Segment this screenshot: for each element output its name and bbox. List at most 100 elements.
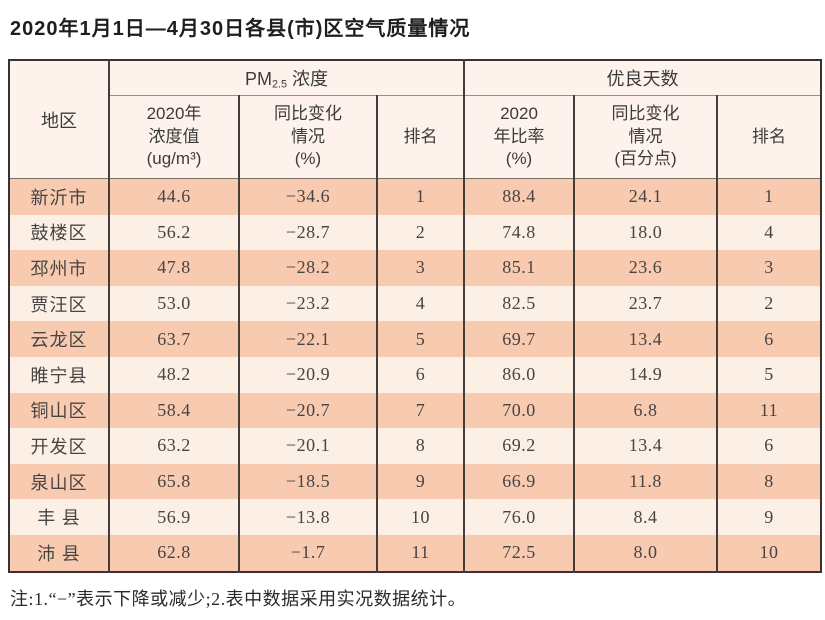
rate-change-cell: 13.4 — [573, 321, 718, 357]
rate-rank-cell: 6 — [716, 321, 822, 357]
table-row: 开发区 63.2 −20.1 8 69.2 13.4 6 — [9, 428, 822, 464]
rate-rank-cell: 9 — [716, 499, 822, 535]
rate-change-cell: 11.8 — [573, 463, 718, 500]
pm25-label-suffix: 浓度 — [287, 69, 329, 89]
region-cell: 新沂市 — [9, 178, 109, 215]
pm-rank-cell: 2 — [375, 214, 465, 251]
table-row: 丰 县 56.9 −13.8 10 76.0 8.4 9 — [9, 499, 822, 535]
rate-rank-cell: 3 — [716, 250, 822, 286]
pm25-label-subscript: 2.5 — [271, 78, 287, 91]
rate-rank-header: 排名 — [716, 95, 822, 179]
rate-cell: 86.0 — [463, 356, 575, 393]
rate-cell: 88.4 — [463, 178, 575, 215]
rate-rank-cell: 10 — [716, 534, 822, 572]
pm-value-cell: 56.9 — [108, 499, 239, 535]
pm-value-cell: 58.4 — [108, 392, 239, 429]
rate-cell: 76.0 — [463, 499, 575, 535]
rate-rank-cell: 11 — [716, 392, 822, 429]
rate-rank-cell: 1 — [716, 178, 822, 215]
table-row: 鼓楼区 56.2 −28.7 2 74.8 18.0 4 — [9, 214, 822, 251]
rate-rank-cell: 2 — [716, 285, 822, 322]
pm-value-cell: 63.2 — [108, 428, 239, 464]
rate-cell: 85.1 — [463, 250, 575, 286]
rate-cell: 74.8 — [463, 214, 575, 251]
rate-change-cell: 24.1 — [573, 178, 718, 215]
pm-value-cell: 65.8 — [108, 463, 239, 500]
pm-rank-cell: 9 — [375, 463, 465, 500]
pm25-label-prefix: PM — [244, 69, 272, 89]
pm25-group-header: PM2.5 浓度 — [107, 60, 465, 96]
pm-change-cell: −22.1 — [238, 321, 377, 357]
pm-rank-cell: 4 — [375, 285, 465, 322]
table-row: 新沂市 44.6 −34.6 1 88.4 24.1 1 — [9, 178, 822, 215]
table-row: 铜山区 58.4 −20.7 7 70.0 6.8 11 — [9, 392, 822, 429]
table-body: 新沂市 44.6 −34.6 1 88.4 24.1 1 鼓楼区 56.2 −2… — [9, 178, 822, 572]
pm-rank-cell: 1 — [375, 178, 465, 215]
table-row: 泉山区 65.8 −18.5 9 66.9 11.8 8 — [9, 463, 822, 500]
pm-change-cell: −28.2 — [238, 250, 377, 286]
rate-change-cell: 23.7 — [573, 285, 718, 322]
rate-cell: 72.5 — [463, 534, 575, 572]
region-cell: 睢宁县 — [9, 356, 109, 393]
air-quality-table: 地区 PM2.5 浓度 优良天数 2020年 浓度值 (ug/m³) 同比变化 … — [8, 59, 823, 573]
rate-change-cell: 23.6 — [573, 250, 718, 286]
region-cell: 邳州市 — [9, 250, 109, 286]
rate-rank-cell: 5 — [716, 356, 822, 393]
region-cell: 铜山区 — [9, 392, 109, 429]
region-cell: 开发区 — [9, 428, 109, 464]
pm-change-cell: −18.5 — [238, 463, 377, 500]
table-row: 睢宁县 48.2 −20.9 6 86.0 14.9 5 — [9, 356, 822, 393]
pm-rank-cell: 7 — [375, 392, 465, 429]
pm-change-cell: −20.7 — [238, 392, 377, 429]
pm-value-cell: 48.2 — [108, 356, 239, 393]
region-cell: 丰 县 — [9, 499, 109, 535]
rate-cell: 69.7 — [463, 321, 575, 357]
table-footnote: 注:1.“−”表示下降或减少;2.表中数据采用实况数据统计。 — [10, 588, 467, 609]
pm-value-cell: 56.2 — [108, 214, 239, 251]
region-column-header: 地区 — [9, 60, 109, 179]
table-row: 贾汪区 53.0 −23.2 4 82.5 23.7 2 — [9, 285, 822, 322]
region-cell: 云龙区 — [9, 321, 109, 357]
rate-cell: 69.2 — [463, 428, 575, 464]
pm-rank-cell: 6 — [375, 356, 465, 393]
good-days-group-header: 优良天数 — [463, 60, 822, 96]
pm-rank-cell: 11 — [375, 534, 465, 572]
pm-change-header: 同比变化 情况 (%) — [238, 95, 377, 179]
rate-change-cell: 14.9 — [573, 356, 718, 393]
rate-change-cell: 13.4 — [573, 428, 718, 464]
rate-header: 2020 年比率 (%) — [463, 95, 575, 179]
rate-change-cell: 8.0 — [573, 534, 718, 572]
rate-cell: 70.0 — [463, 392, 575, 429]
pm-value-cell: 44.6 — [108, 178, 239, 215]
pm-change-cell: −34.6 — [238, 178, 377, 215]
region-cell: 泉山区 — [9, 463, 109, 500]
pm-value-cell: 53.0 — [108, 285, 239, 322]
region-cell: 沛 县 — [9, 534, 109, 572]
pm-change-cell: −1.7 — [238, 534, 377, 572]
pm-change-cell: −28.7 — [238, 214, 377, 251]
rate-change-cell: 6.8 — [573, 392, 718, 429]
pm-change-cell: −20.1 — [238, 428, 377, 464]
page-title: 2020年1月1日—4月30日各县(市)区空气质量情况 — [10, 18, 471, 40]
rate-rank-cell: 6 — [716, 428, 822, 464]
table-row: 云龙区 63.7 −22.1 5 69.7 13.4 6 — [9, 321, 822, 357]
pm-rank-cell: 10 — [375, 499, 465, 535]
rate-rank-cell: 4 — [716, 214, 822, 251]
rate-cell: 66.9 — [463, 463, 575, 500]
group-header-row: 地区 PM2.5 浓度 优良天数 — [9, 60, 822, 179]
pm-rank-header: 排名 — [375, 95, 465, 179]
pm-change-cell: −23.2 — [238, 285, 377, 322]
rate-cell: 82.5 — [463, 285, 575, 322]
pm-rank-cell: 8 — [375, 428, 465, 464]
rate-change-cell: 18.0 — [573, 214, 718, 251]
pm-change-cell: −13.8 — [238, 499, 377, 535]
region-cell: 鼓楼区 — [9, 214, 109, 251]
pm-value-cell: 62.8 — [108, 534, 239, 572]
pm-value-header: 2020年 浓度值 (ug/m³) — [108, 95, 239, 179]
rate-change-header: 同比变化 情况 (百分点) — [573, 95, 718, 179]
pm-rank-cell: 5 — [375, 321, 465, 357]
table-row: 邳州市 47.8 −28.2 3 85.1 23.6 3 — [9, 250, 822, 286]
pm-change-cell: −20.9 — [238, 356, 377, 393]
rate-rank-cell: 8 — [716, 463, 822, 500]
